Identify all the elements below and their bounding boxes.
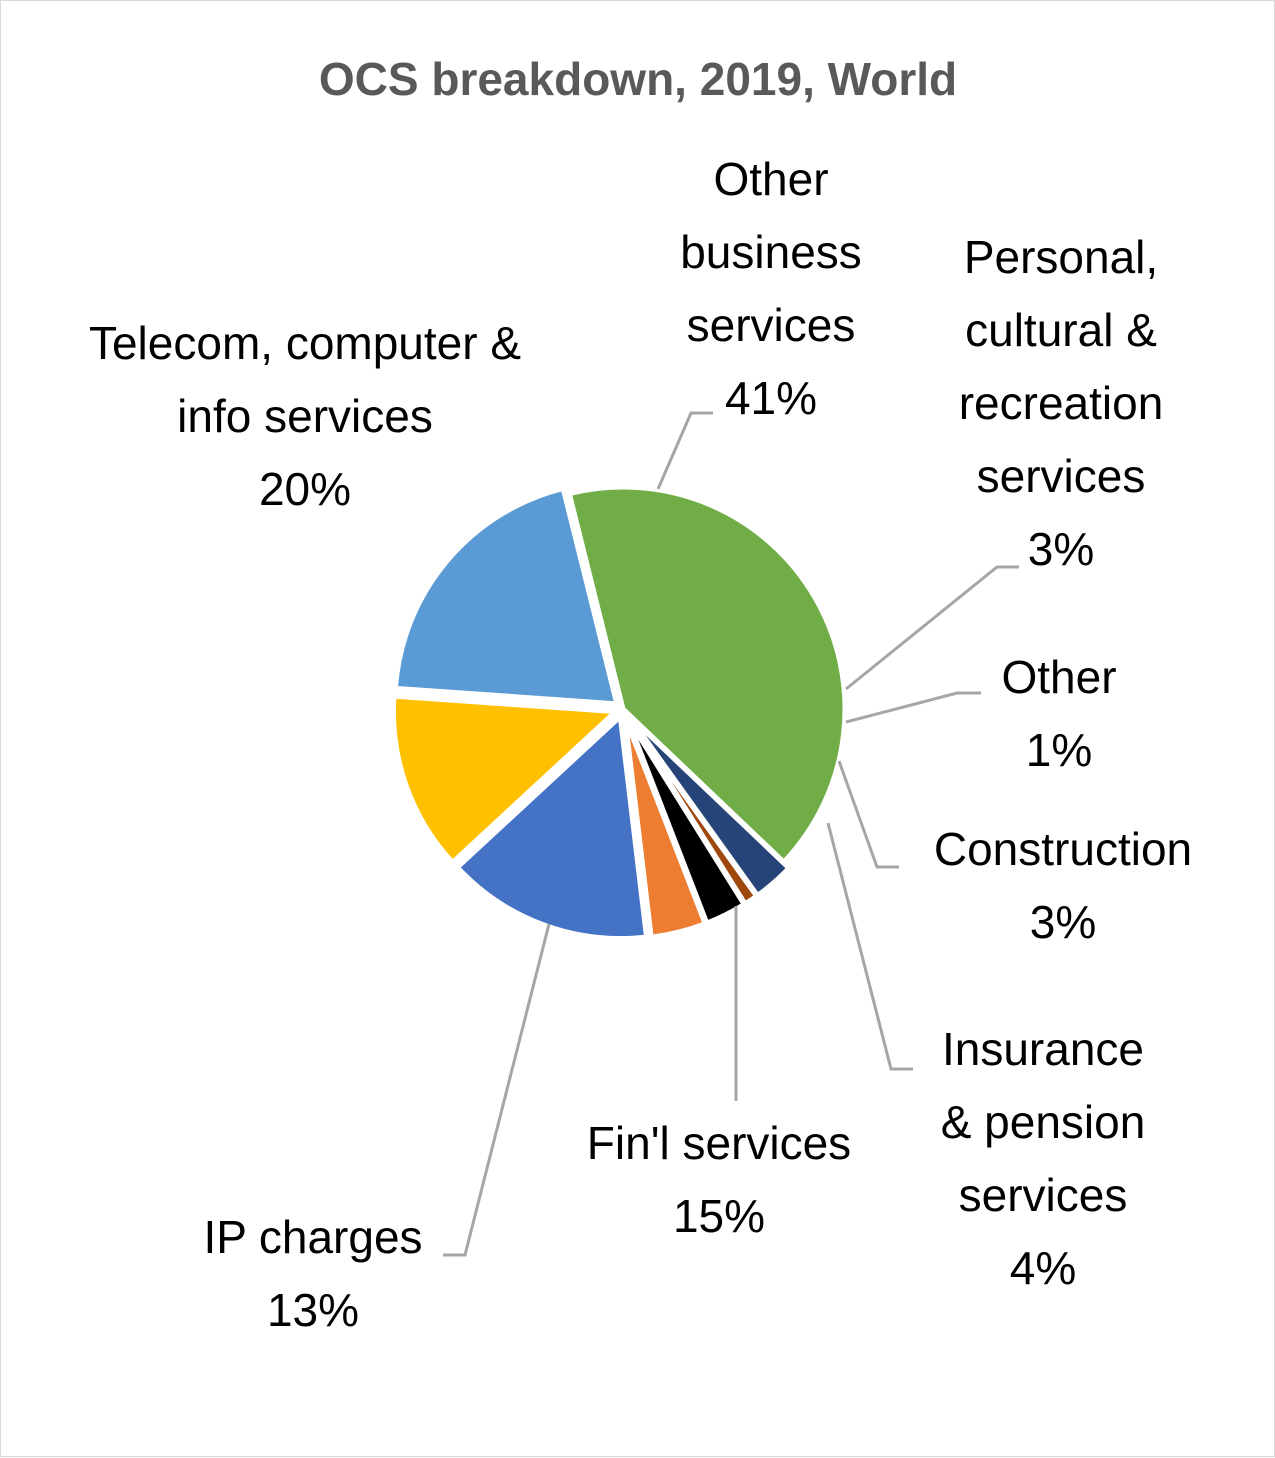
slice-label-7-line-1: info services <box>177 390 433 442</box>
leader-line-4 <box>826 822 913 1071</box>
leader-line-3 <box>837 760 899 869</box>
slice-label-7: Telecom, computer & info services 20% <box>89 317 521 515</box>
slice-label-3-line-1: 3% <box>1030 896 1096 948</box>
slice-label-6-line-1: 13% <box>267 1284 359 1336</box>
leader-line-1 <box>845 565 1019 691</box>
slice-label-0-line-0: Other <box>713 153 828 205</box>
pie-slice-7 <box>392 485 621 707</box>
pie-slices <box>390 484 848 942</box>
slice-label-4: Insurance & pension services 4% <box>941 1023 1146 1294</box>
slice-label-5-line-0: Fin'l services <box>587 1117 851 1169</box>
slice-label-3: Construction 3% <box>934 823 1192 948</box>
leader-line-6 <box>443 923 551 1257</box>
slice-label-0: Other business services 41% <box>680 153 862 424</box>
slice-label-1-line-0: Personal, <box>964 231 1158 283</box>
pie-slice-5 <box>453 711 650 942</box>
slice-label-4-line-0: Insurance <box>942 1023 1144 1075</box>
leader-lines <box>443 411 1019 1257</box>
pie-slice-0 <box>566 484 848 866</box>
slice-label-0-line-3: 41% <box>725 372 817 424</box>
slice-label-1-line-4: 3% <box>1028 523 1094 575</box>
pie-slice-4 <box>622 715 709 940</box>
slice-label-7-line-2: 20% <box>259 463 351 515</box>
slice-label-1-line-3: services <box>977 450 1146 502</box>
pie-slice-6 <box>390 693 622 867</box>
slice-label-4-line-3: 4% <box>1010 1242 1076 1294</box>
chart-title: OCS breakdown, 2019, World <box>319 53 957 105</box>
slice-label-7-line-0: Telecom, computer & <box>89 317 521 369</box>
slice-label-6: IP charges 13% <box>203 1211 422 1336</box>
slice-label-1-line-2: recreation <box>959 377 1164 429</box>
slice-label-1: Personal, cultural & recreation services 3% <box>959 231 1164 575</box>
slice-label-5: Fin'l services 15% <box>587 1117 851 1242</box>
slice-label-5-line-1: 15% <box>673 1190 765 1242</box>
leader-line-0 <box>656 411 713 490</box>
slice-label-0-line-2: services <box>687 299 856 351</box>
slice-label-6-line-0: IP charges <box>203 1211 422 1263</box>
slice-label-4-line-1: & pension <box>941 1096 1146 1148</box>
slice-label-2: Other 1% <box>1001 651 1116 776</box>
slice-label-0-line-1: business <box>680 226 862 278</box>
slice-label-2-line-1: 1% <box>1026 724 1092 776</box>
slice-label-2-line-0: Other <box>1001 651 1116 703</box>
slice-labels: Other business services 41% Personal, cultura… <box>89 153 1192 1336</box>
slice-label-3-line-0: Construction <box>934 823 1192 875</box>
slice-label-1-line-1: cultural & <box>965 304 1157 356</box>
leader-line-2 <box>845 691 981 724</box>
slice-label-4-line-2: services <box>959 1169 1128 1221</box>
